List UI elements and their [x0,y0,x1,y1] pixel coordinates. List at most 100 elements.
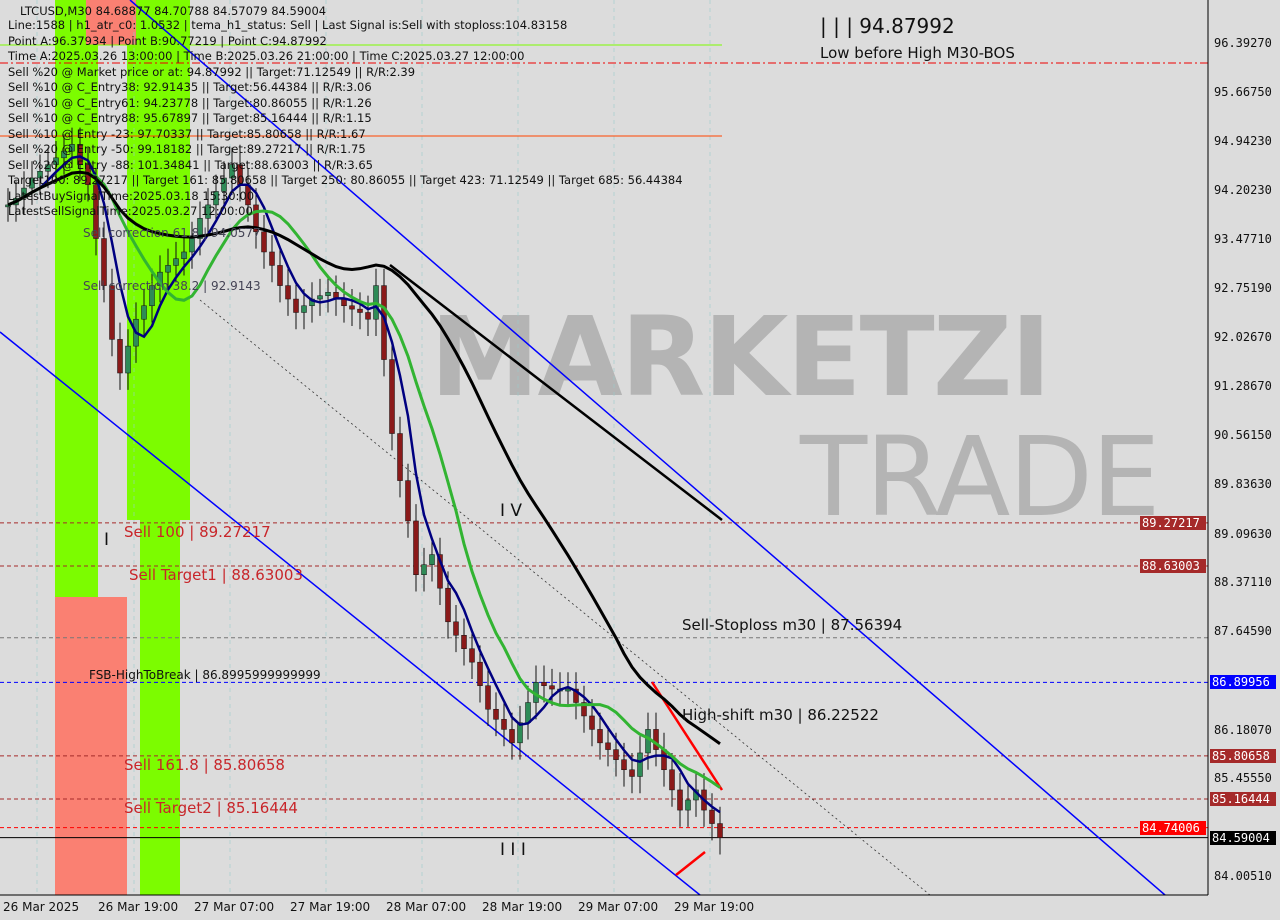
candle-body [709,809,715,824]
y-tick-label: 93.47710 [1214,232,1272,247]
info-line: Sell %10 @ C_Entry88: 95.67897 || Target… [8,111,372,125]
x-tick-label: 28 Mar 07:00 [386,900,467,914]
candle-body [125,345,131,374]
label-correction-618: Sell correction 61.8 | 94.0577 [83,226,261,240]
x-tick-label: 26 Mar 19:00 [98,900,179,914]
candle-body [285,285,291,300]
buy-zone [55,0,98,597]
x-tick-label: 28 Mar 19:00 [482,900,563,914]
candle-body [197,218,203,239]
candle-body [325,292,331,296]
candle-body [685,799,691,811]
y-tick-label: 85.45550 [1214,771,1272,786]
y-tick-label: 94.20230 [1214,183,1272,198]
candle-body [109,285,115,340]
info-line: LatestSellSignalTime:2025.03.27 12:00:00 [8,204,253,218]
candle-body [629,769,635,777]
sell-zone [86,0,136,45]
y-tick-label: 89.09630 [1214,526,1272,541]
symbol-line: LTCUSD,M30 84.68877 84.70788 84.57079 84… [20,4,327,18]
y-tick-label: 96.39270 [1214,36,1272,50]
candle-body [565,688,571,692]
candle-body [461,635,467,649]
candle-body [437,554,443,589]
y-tick-label: 84.00510 [1214,869,1272,883]
watermark-right: TRADE [800,413,1161,541]
candle-body [269,251,275,266]
info-line: Point A:96.37934 | Point B:90.77219 | Po… [8,33,327,48]
candle-body [645,729,651,754]
candle-body [93,184,99,239]
price-tag: 88.63003 [1140,559,1206,573]
candle-body [45,164,51,172]
candle-body [501,719,507,730]
x-tick-label: 26 Mar 2025 [3,900,80,914]
y-tick-label: 88.37110 [1214,575,1272,590]
candle-body [669,769,675,791]
channel-lower [0,331,701,896]
label-correction-382: Sell correction 38.2 | 92.9143 [83,279,261,293]
info-line: Line:1588 | h1_atr_c0: 1.0532 | tema_h1_… [8,18,568,32]
y-tick-label: 92.75190 [1214,280,1272,295]
candle-body [397,433,403,481]
y-tick-label: 91.28670 [1214,379,1272,394]
overlay-bos: Low before High M30-BOS [820,44,1015,62]
price-tag: 86.89956 [1210,675,1276,690]
dotted-trend [199,299,931,896]
label-stoploss: Sell-Stoploss m30 | 87.56394 [682,616,903,634]
candle-body [213,191,219,206]
candle-body [549,685,555,690]
overlay-big: | | | 94.87992 [820,14,955,38]
x-tick-label: 29 Mar 07:00 [578,900,659,914]
info-line: Sell %10 @ Entry -23: 97.70337 || Target… [8,126,366,141]
info-line: Sell %20 @ Entry -88: 101.34841 || Targe… [8,157,373,172]
y-tick-label: 90.56150 [1214,428,1272,443]
info-line: Sell %10 @ C_Entry38: 92.91435 || Target… [8,80,372,94]
candle-body [165,265,171,273]
candle-body [637,752,643,777]
red-signal-line [675,851,706,876]
candle-body [421,564,427,575]
candle-body [301,305,307,313]
candle-body [605,742,611,750]
info-line: LatestBuySignalTime:2025.03.18 15:30:00 [8,188,255,203]
sell-zone [55,597,127,895]
price-tag: 84.59004 [1210,830,1276,845]
candle-body [141,305,147,320]
candle-body [517,722,523,744]
trend-line [389,264,723,521]
label-sell-100: Sell 100 | 89.27217 [124,523,271,541]
label-high-shift: High-shift m30 | 86.22522 [682,706,879,724]
y-tick-label: 94.94230 [1214,133,1272,148]
ma-slow [7,170,721,745]
info-line: Sell %20 @ Market price or at: 94.87992 … [8,64,416,79]
label-fsb: FSB-HighToBreak | 86.8995999999999 [89,668,321,682]
info-line: Sell %20 @ Entry -50: 99.18182 || Target… [8,142,366,156]
candle-body [277,265,283,286]
price-tag: 84.74006 [1140,820,1206,835]
candle-body [677,789,683,811]
candle-body [717,823,723,838]
channel-upper [129,0,1166,896]
candle-body [221,177,227,192]
label-sell-1618: Sell 161.8 | 85.80658 [124,756,285,774]
y-tick-label: 92.02670 [1214,329,1272,344]
candle-body [621,759,627,771]
candle-body [613,749,619,760]
info-line: Time A:2025.03.26 13:00:00 | Time B:2025… [8,49,525,63]
ma-fast [7,155,721,814]
wave-label-1: I [104,530,110,550]
candle-body [53,157,59,165]
candle-body [317,295,323,300]
candle-body [485,685,491,710]
wave-label-3: I I I [500,840,526,860]
candle-body [477,661,483,686]
candle-body [29,177,35,189]
candle-body [77,144,83,165]
x-tick-label: 29 Mar 19:00 [674,900,755,914]
candle-body [253,204,259,233]
candle-body [365,312,371,320]
y-tick-label: 86.18070 [1214,722,1272,737]
